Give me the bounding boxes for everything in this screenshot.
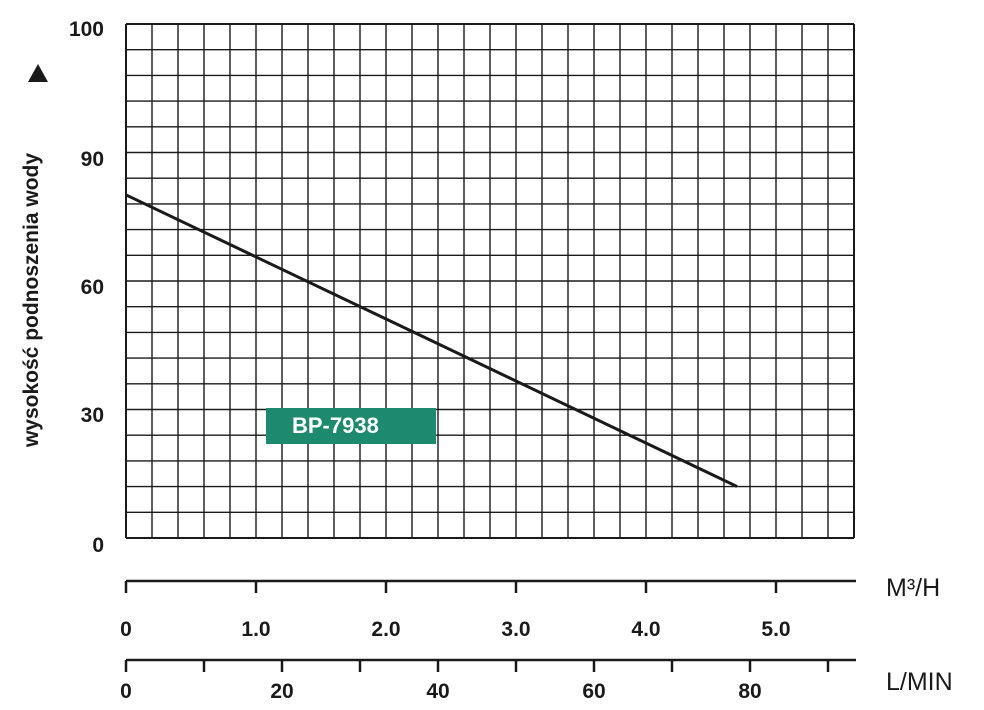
x-axis-m3h-tick-label: 2.0 <box>371 618 400 641</box>
model-badge: BP-7938 <box>266 408 436 444</box>
y-tick-label: 0 <box>92 534 104 557</box>
y-tick-label: 60 <box>81 276 104 299</box>
x-axis-m3h-unit: M³/H <box>886 574 940 602</box>
y-tick-label: 90 <box>81 148 104 171</box>
x-axis-lmin-tick-label: 0 <box>120 680 132 703</box>
y-tick-label: 30 <box>81 404 104 427</box>
x-axis-m3h-tick-label: 0 <box>120 618 132 641</box>
y-axis-ticks: 0 30 60 90 100 <box>69 18 104 557</box>
x-axis-m3h-tick-label: 1.0 <box>241 618 270 641</box>
model-badge-label: BP-7938 <box>292 413 379 438</box>
x-axis-m3h-tick-label: 4.0 <box>631 618 660 641</box>
x-axis-lmin-unit: L/MIN <box>886 668 953 696</box>
y-axis-label: wysokość podnoszenia wody <box>20 153 43 448</box>
plot-grid <box>125 23 855 539</box>
x-axis-lmin-tick-label: 40 <box>426 680 449 703</box>
x-axis-m3h: 0 1.0 2.0 3.0 4.0 5.0 <box>120 579 856 641</box>
x-axis-lmin-tick-label: 80 <box>738 680 761 703</box>
x-axis-lmin-tick-label: 20 <box>270 680 293 703</box>
x-axis-m3h-tick-label: 5.0 <box>761 618 790 641</box>
series-line-bp-7938 <box>125 193 738 488</box>
y-tick-label: 100 <box>69 18 104 41</box>
x-axis-lmin-tick-label: 60 <box>582 680 605 703</box>
y-axis-arrow-icon <box>28 64 48 82</box>
x-axis-m3h-tick-label: 3.0 <box>501 618 530 641</box>
x-axis-lmin: 0 20 40 60 80 <box>120 658 856 703</box>
